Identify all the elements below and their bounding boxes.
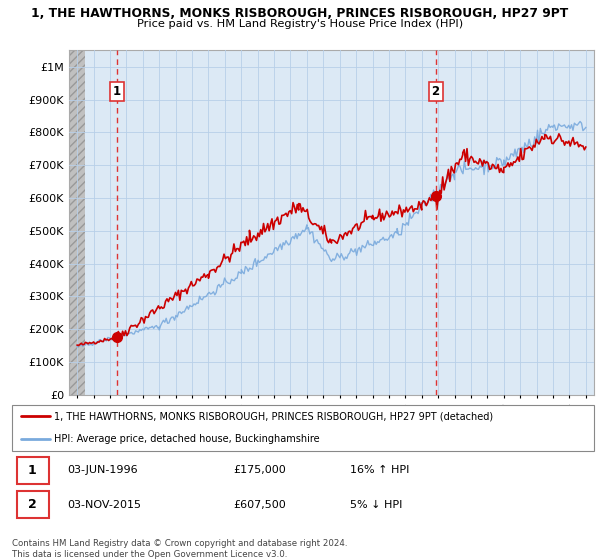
Text: 16% ↑ HPI: 16% ↑ HPI [350, 465, 409, 475]
Bar [69, 50, 85, 395]
Text: £175,000: £175,000 [233, 465, 286, 475]
Text: 1, THE HAWTHORNS, MONKS RISBOROUGH, PRINCES RISBOROUGH, HP27 9PT: 1, THE HAWTHORNS, MONKS RISBOROUGH, PRIN… [31, 7, 569, 20]
Text: 2: 2 [28, 498, 37, 511]
Text: HPI: Average price, detached house, Buckinghamshire: HPI: Average price, detached house, Buck… [55, 435, 320, 444]
Text: 03-JUN-1996: 03-JUN-1996 [67, 465, 138, 475]
Text: £607,500: £607,500 [233, 500, 286, 510]
Text: 2: 2 [431, 85, 440, 98]
Text: 1: 1 [28, 464, 37, 477]
Text: 03-NOV-2015: 03-NOV-2015 [67, 500, 141, 510]
Text: Price paid vs. HM Land Registry's House Price Index (HPI): Price paid vs. HM Land Registry's House … [137, 19, 463, 29]
Text: 5% ↓ HPI: 5% ↓ HPI [350, 500, 402, 510]
Text: 1, THE HAWTHORNS, MONKS RISBOROUGH, PRINCES RISBOROUGH, HP27 9PT (detached): 1, THE HAWTHORNS, MONKS RISBOROUGH, PRIN… [55, 412, 494, 421]
Bar [17, 492, 49, 518]
Text: Contains HM Land Registry data © Crown copyright and database right 2024.
This d: Contains HM Land Registry data © Crown c… [12, 539, 347, 559]
Text: 1: 1 [113, 85, 121, 98]
Bar [17, 457, 49, 484]
